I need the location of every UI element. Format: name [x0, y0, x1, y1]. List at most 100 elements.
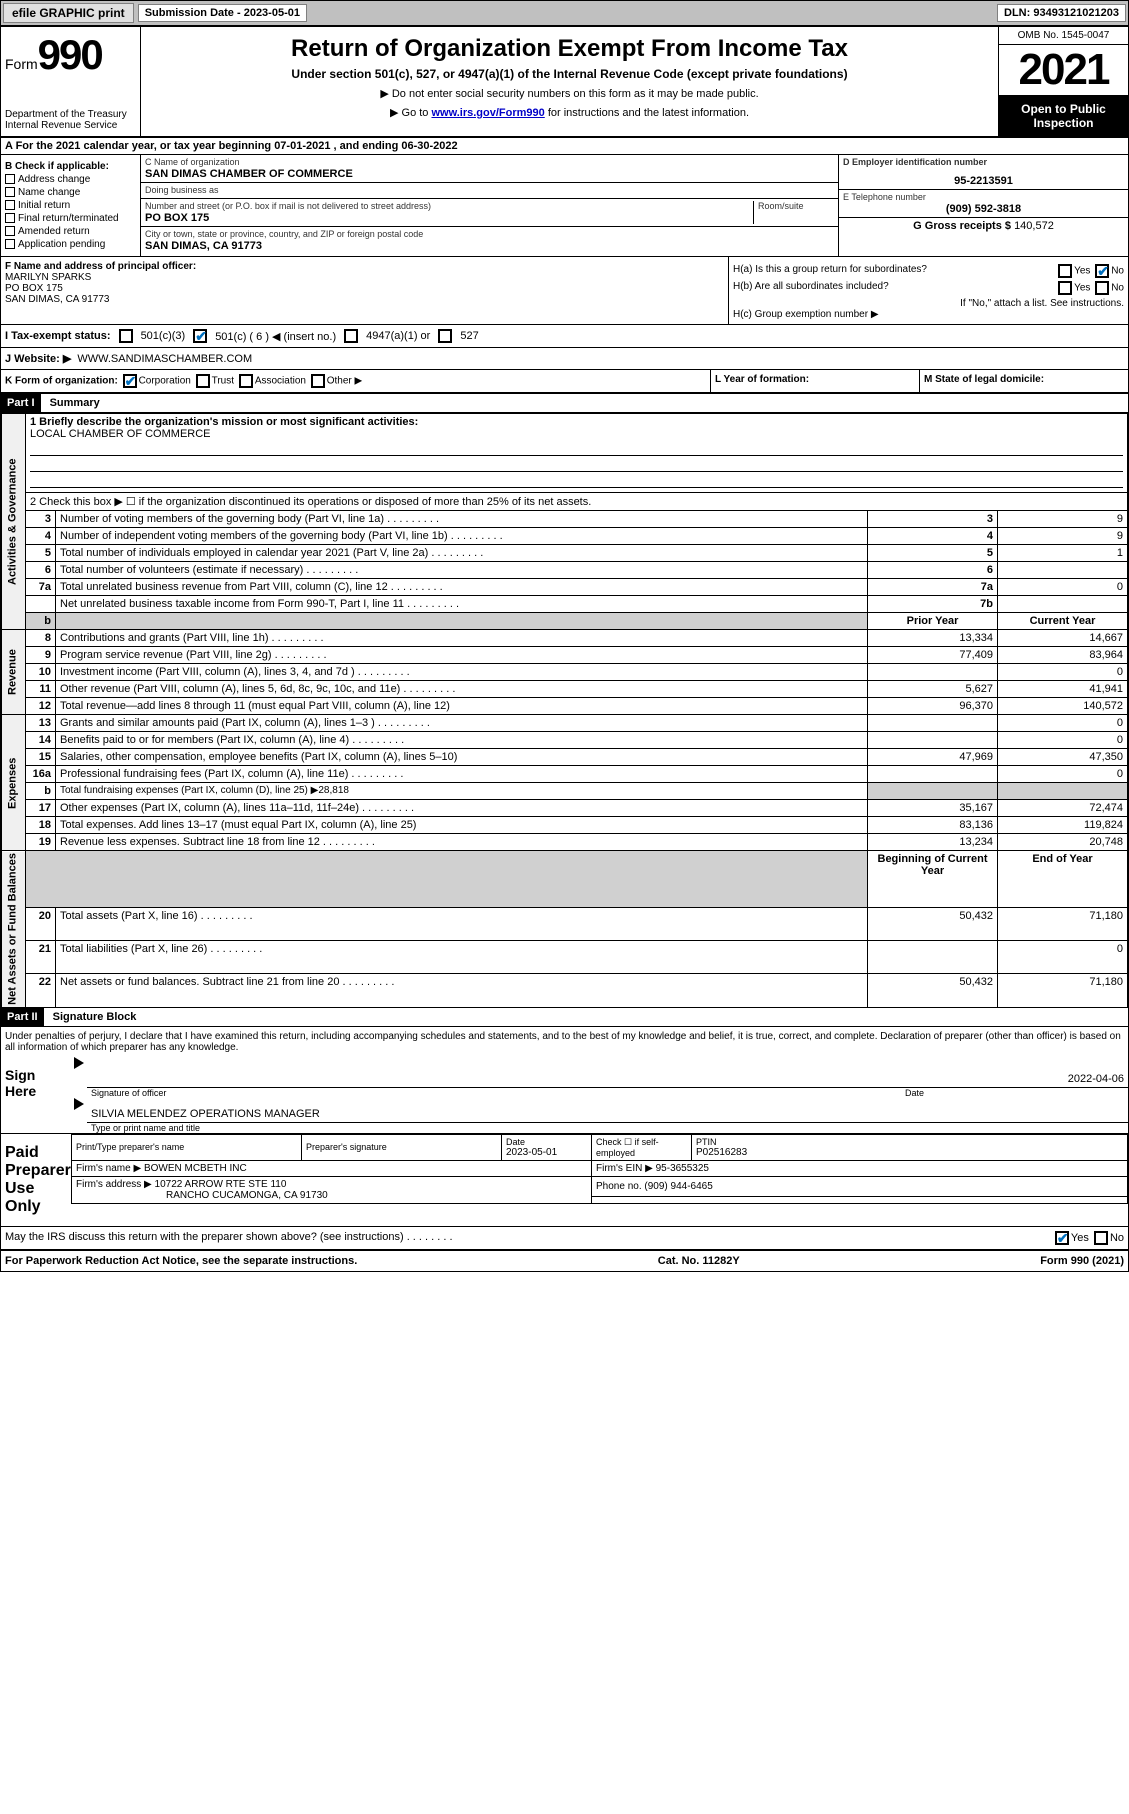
dept-treasury: Department of the Treasury Internal Reve… — [5, 109, 136, 131]
h-b-no[interactable] — [1095, 281, 1109, 295]
room-label: Room/suite — [758, 201, 834, 211]
header-right: OMB No. 1545-0047 2021 Open to Public In… — [998, 27, 1128, 136]
chk-trust[interactable] — [196, 374, 210, 388]
form-note-link: ▶ Go to www.irs.gov/Form990 for instruct… — [145, 106, 994, 119]
line-5: 5Total number of individuals employed in… — [2, 545, 1128, 562]
chk-4947[interactable] — [344, 329, 358, 343]
name-title-label: Type or print name and title — [87, 1123, 1128, 1133]
arrow-icon — [74, 1098, 84, 1110]
chk-501c3[interactable] — [119, 329, 133, 343]
side-revenue: Revenue — [2, 630, 26, 715]
page-footer: For Paperwork Reduction Act Notice, see … — [1, 1251, 1128, 1271]
part-1-badge: Part I — [1, 394, 41, 412]
prep-date-label: Date — [506, 1137, 587, 1147]
paid-preparer-label: Paid Preparer Use Only — [1, 1134, 71, 1226]
sign-here-label: Sign Here — [1, 1057, 71, 1133]
city-label: City or town, state or province, country… — [145, 229, 834, 239]
h-c-label: H(c) Group exemption number ▶ — [733, 309, 1124, 320]
h-a-label: H(a) Is this a group return for subordin… — [733, 264, 927, 278]
prep-name-label: Print/Type preparer's name — [76, 1142, 297, 1152]
block-bcdeg: B Check if applicable: Address change Na… — [1, 155, 1128, 257]
h-b-note: If "No," attach a list. See instructions… — [733, 298, 1124, 309]
line-20: 20Total assets (Part X, line 16)50,43271… — [2, 907, 1128, 940]
website-label: J Website: ▶ — [5, 352, 71, 365]
col-deg: D Employer identification number 95-2213… — [838, 155, 1128, 256]
chk-name-change[interactable]: Name change — [5, 187, 136, 198]
line-18: 18Total expenses. Add lines 13–17 (must … — [2, 817, 1128, 834]
preparer-table: Print/Type preparer's name Preparer's si… — [71, 1134, 1128, 1204]
q2-checkbox-row: 2 Check this box ▶ ☐ if the organization… — [26, 493, 1128, 511]
h-a-no[interactable] — [1095, 264, 1109, 278]
footer-cat: Cat. No. 11282Y — [658, 1255, 740, 1267]
firm-addr2: RANCHO CUCAMONGA, CA 91730 — [166, 1190, 328, 1201]
line-3: 3Number of voting members of the governi… — [2, 511, 1128, 528]
header-left: Form990 Department of the Treasury Inter… — [1, 27, 141, 136]
h-b-yes[interactable] — [1058, 281, 1072, 295]
officer-label: F Name and address of principal officer: — [5, 261, 196, 272]
side-expenses: Expenses — [2, 715, 26, 851]
chk-app-pending[interactable]: Application pending — [5, 239, 136, 250]
h-group-return: H(a) Is this a group return for subordin… — [728, 257, 1128, 324]
part-2-badge: Part II — [1, 1008, 44, 1026]
row-f-h: F Name and address of principal officer:… — [1, 257, 1128, 325]
line-19: 19Revenue less expenses. Subtract line 1… — [2, 834, 1128, 851]
line-6: 6Total number of volunteers (estimate if… — [2, 562, 1128, 579]
side-governance: Activities & Governance — [2, 414, 26, 630]
chk-final-return[interactable]: Final return/terminated — [5, 213, 136, 224]
firm-name-label: Firm's name ▶ — [76, 1163, 141, 1174]
sig-officer-label: Signature of officer — [91, 1088, 166, 1098]
prep-self-emp[interactable]: Check ☐ if self-employed — [592, 1134, 692, 1160]
line-9: 9Program service revenue (Part VIII, lin… — [2, 647, 1128, 664]
form-note-ssn: ▶ Do not enter social security numbers o… — [145, 87, 994, 100]
may-irs-yes[interactable] — [1055, 1231, 1069, 1245]
firm-ein-label: Firm's EIN ▶ — [596, 1163, 653, 1174]
chk-initial-return[interactable]: Initial return — [5, 200, 136, 211]
top-bar: efile GRAPHIC print Submission Date - 20… — [0, 0, 1129, 26]
paid-preparer-block: Paid Preparer Use Only Print/Type prepar… — [1, 1134, 1128, 1227]
firm-ein: 95-3655325 — [656, 1163, 709, 1174]
penalty-statement: Under penalties of perjury, I declare th… — [1, 1027, 1128, 1057]
chk-527[interactable] — [438, 329, 452, 343]
part-2-header: Part II Signature Block — [1, 1008, 1128, 1027]
chk-amended[interactable]: Amended return — [5, 226, 136, 237]
k-form-org: K Form of organization: Corporation Trus… — [1, 370, 711, 392]
h-a-yes[interactable] — [1058, 264, 1072, 278]
sig-date-label: Date — [905, 1088, 924, 1098]
sign-here-block: Sign Here 2022-04-06 Signature of office… — [1, 1057, 1128, 1134]
prep-phone-label: Phone no. — [596, 1181, 642, 1192]
prep-phone: (909) 944-6465 — [644, 1181, 712, 1192]
line-12: 12Total revenue—add lines 8 through 11 (… — [2, 698, 1128, 715]
officer-addr1: PO BOX 175 — [5, 283, 63, 294]
footer-form: Form 990 (2021) — [1040, 1255, 1124, 1267]
chk-501c[interactable] — [193, 329, 207, 343]
line-17: 17Other expenses (Part IX, column (A), l… — [2, 800, 1128, 817]
line-14: 14Benefits paid to or for members (Part … — [2, 732, 1128, 749]
chk-corp[interactable] — [123, 374, 137, 388]
row-a-tax-year: A For the 2021 calendar year, or tax yea… — [1, 138, 1128, 155]
form-subtitle: Under section 501(c), 527, or 4947(a)(1)… — [145, 67, 994, 81]
irs-link[interactable]: www.irs.gov/Form990 — [431, 107, 544, 119]
omb-number: OMB No. 1545-0047 — [999, 27, 1128, 45]
state-dom-label: M State of legal domicile: — [924, 374, 1044, 385]
gross-receipts-value: 140,572 — [1014, 220, 1054, 232]
chk-assoc[interactable] — [239, 374, 253, 388]
part-1-title: Summary — [50, 397, 100, 409]
q1-value: LOCAL CHAMBER OF COMMERCE — [30, 428, 211, 440]
efile-print-button[interactable]: efile GRAPHIC print — [3, 3, 134, 23]
firm-addr1: 10722 ARROW RTE STE 110 — [155, 1179, 287, 1190]
year-form-label: L Year of formation: — [715, 374, 809, 385]
ptin-label: PTIN — [696, 1137, 1123, 1147]
line-16a: 16aProfessional fundraising fees (Part I… — [2, 766, 1128, 783]
sig-date-value: 2022-04-06 — [1068, 1073, 1124, 1085]
footer-pra: For Paperwork Reduction Act Notice, see … — [5, 1255, 357, 1267]
prep-date: 2023-05-01 — [506, 1147, 587, 1158]
may-irs-no[interactable] — [1094, 1231, 1108, 1245]
chk-other[interactable] — [311, 374, 325, 388]
row-i-tax-status: I Tax-exempt status: 501(c)(3) 501(c) ( … — [1, 325, 1128, 348]
form-word: Form — [5, 56, 38, 72]
f-officer: F Name and address of principal officer:… — [1, 257, 728, 324]
addr-label: Number and street (or P.O. box if mail i… — [145, 201, 749, 211]
chk-address-change[interactable]: Address change — [5, 174, 136, 185]
m-state-domicile: M State of legal domicile: — [920, 370, 1128, 392]
officer-name: MARILYN SPARKS — [5, 272, 91, 283]
